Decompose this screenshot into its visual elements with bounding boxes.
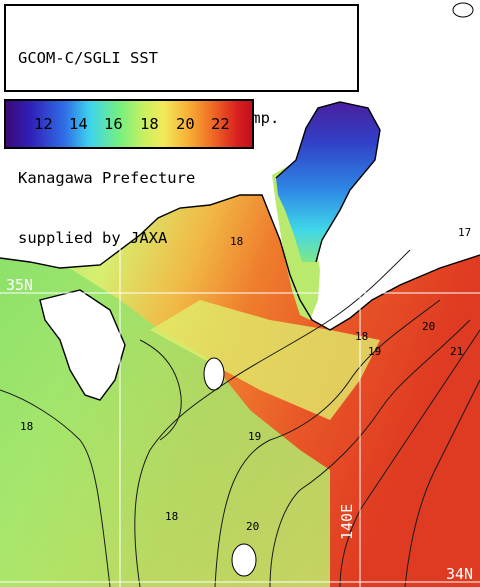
legend-label: 18: [140, 115, 159, 133]
contour-labels: 17 18 18 18 19 19 20 20 21 18: [20, 226, 471, 533]
coastline-bay: [275, 101, 381, 263]
coastline-izu: [39, 289, 126, 401]
contour-label: 19: [248, 430, 261, 443]
legend-label: 12: [34, 115, 53, 133]
latitude-label-35n: 35N: [6, 276, 34, 294]
island-1: [203, 357, 225, 391]
island-corner: [452, 2, 474, 18]
legend-label: 20: [176, 115, 195, 133]
contour-label: 20: [422, 320, 435, 333]
island-oshima: [231, 543, 257, 577]
longitude-label-140e: 140E: [338, 503, 356, 540]
latitude-label-34n: 34N: [446, 565, 474, 583]
contour-label: 17: [458, 226, 471, 239]
contour-label: 20: [246, 520, 259, 533]
info-line-product: GCOM-C/SGLI SST: [18, 49, 158, 67]
coastline-main: [0, 194, 480, 331]
info-box: GCOM-C/SGLI SST ~2026/01/05 (UTC) Week C…: [4, 4, 359, 247]
legend-label: 16: [104, 115, 123, 133]
contour-label: 18: [20, 420, 33, 433]
legend-label: 14: [69, 115, 88, 133]
contour-label: 18: [355, 330, 368, 343]
legend-label: 22: [211, 115, 230, 133]
info-line-credit: supplied by JAXA: [18, 229, 168, 247]
transition-band: [150, 300, 380, 420]
isotherm-contours: [0, 249, 480, 587]
contour-label: 19: [368, 345, 381, 358]
land-izu-north: [40, 290, 125, 400]
contour-label: 18: [165, 510, 178, 523]
sst-color-legend: 12 14 16 18 20 22: [4, 99, 254, 149]
legend-labels: 12 14 16 18 20 22: [6, 115, 252, 137]
info-line-region: Kanagawa Prefecture: [18, 169, 196, 187]
contour-label: 18: [230, 235, 243, 248]
contour-label: 21: [450, 345, 463, 358]
